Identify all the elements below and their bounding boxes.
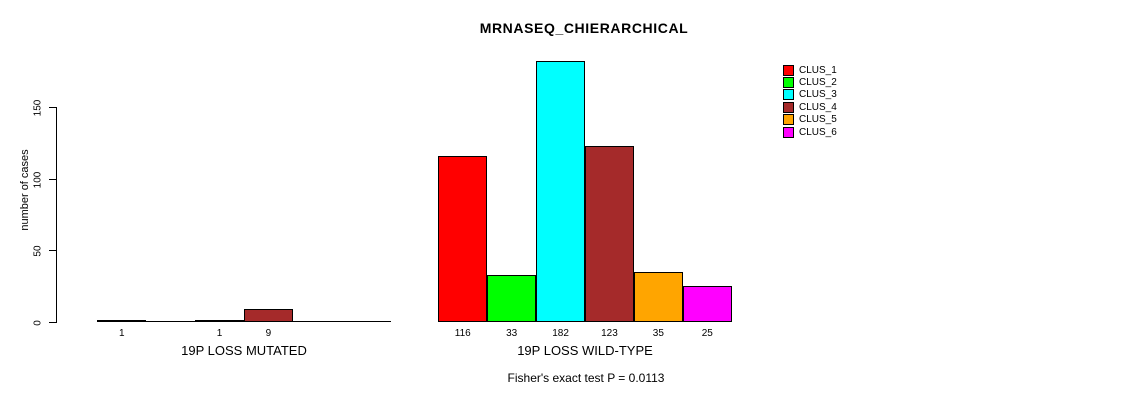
y-axis-tick [49,107,56,108]
legend-label: CLUS_2 [799,77,837,89]
bar-value-label: 123 [601,328,618,339]
y-axis-line [56,107,57,323]
legend-swatch-clus_6 [783,126,794,138]
bar-value-label: 25 [701,328,713,339]
y-axis-label: number of cases [19,149,31,231]
bar-value-label: 9 [265,328,272,339]
bar-clus_1-group2 [438,155,488,322]
bar-value-label: 182 [552,328,569,339]
x-group-label: 19P LOSS MUTATED [181,343,307,358]
zero-bar-clus_5-group1 [292,321,342,322]
y-axis-tick-label: 0 [32,320,44,326]
legend-label: CLUS_5 [799,114,837,126]
bar-clus_3-group1 [195,320,244,322]
bar-clus_6-group2 [682,286,732,322]
legend-entry: CLUS_2 [783,76,837,89]
legend-label: CLUS_1 [799,64,837,76]
legend-entry: CLUS_4 [783,101,837,113]
bar-clus_4-group1 [244,309,293,322]
bar-clus_2-group2 [487,274,537,322]
zero-bar-clus_6-group1 [341,321,391,322]
legend-entry: CLUS_1 [783,64,837,76]
x-group-label: 19P LOSS WILD-TYPE [517,343,653,358]
legend-swatch-clus_1 [783,64,794,76]
legend-swatch-clus_2 [783,77,794,89]
bar-value-label: 1 [118,328,125,339]
y-axis-tick-label: 100 [32,171,44,188]
bar-clus_5-group2 [633,271,683,322]
bar-value-label: 1 [216,328,223,339]
y-axis-tick [49,322,56,323]
bar-clus_1-group1 [97,320,147,322]
legend-entry: CLUS_5 [783,114,837,126]
legend-label: CLUS_3 [799,89,837,101]
bar-value-label: 116 [454,328,471,339]
fisher-test-annotation: Fisher's exact test P = 0.0113 [507,371,665,385]
legend-entry: CLUS_6 [783,126,837,138]
bar-value-label: 35 [652,328,664,339]
legend-entry: CLUS_3 [783,89,837,101]
y-axis-tick [49,178,56,180]
y-axis-tick-label: 50 [32,245,44,257]
legend-swatch-clus_5 [783,114,794,126]
legend-swatch-clus_4 [783,101,794,113]
zero-bar-clus_2-group1 [146,321,196,322]
legend-label: CLUS_4 [799,101,837,113]
chart-title: MRNASEQ_CHIERARCHICAL [479,20,689,36]
legend: CLUS_1 CLUS_2 CLUS_3 CLUS_4 CLUS_5 CLUS_6 [783,64,837,138]
bar-value-label: 33 [506,328,518,339]
y-axis-tick [49,250,56,252]
y-axis-tick-label: 150 [32,99,44,117]
legend-label: CLUS_6 [799,126,837,138]
bar-clus_3-group2 [536,61,585,322]
bar-clus_4-group2 [585,145,634,322]
legend-swatch-clus_3 [783,89,794,101]
